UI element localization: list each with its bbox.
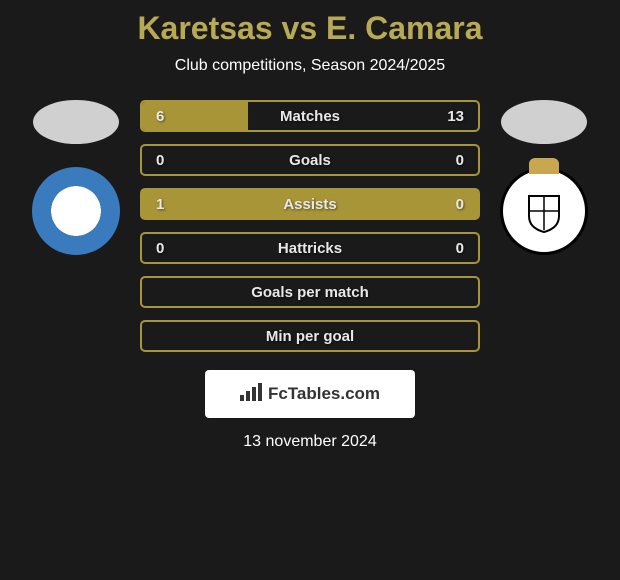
stat-label: Goals bbox=[289, 152, 331, 169]
player-right-photo bbox=[501, 100, 587, 144]
stat-label: Hattricks bbox=[278, 240, 342, 257]
stat-label: Min per goal bbox=[266, 328, 354, 345]
stat-row: 0 Hattricks 0 bbox=[140, 232, 480, 264]
stat-label: Goals per match bbox=[251, 284, 369, 301]
stats-column: 6 Matches 13 0 Goals 0 1 Assists 0 0 Hattricks 0 Goa… bbox=[140, 100, 480, 352]
stat-value-left: 0 bbox=[156, 240, 164, 257]
comparison-container: Karetsas vs E. Camara Club competitions,… bbox=[0, 0, 620, 461]
stat-row: 0 Goals 0 bbox=[140, 144, 480, 176]
club-right-shield-icon bbox=[519, 186, 569, 236]
club-badge-right bbox=[500, 167, 588, 255]
stat-row: 6 Matches 13 bbox=[140, 100, 480, 132]
page-title: Karetsas vs E. Camara bbox=[0, 10, 620, 47]
player-left-photo bbox=[33, 100, 119, 144]
stat-value-right: 0 bbox=[456, 196, 464, 213]
stat-label: Matches bbox=[280, 108, 340, 125]
stat-value-left: 0 bbox=[156, 152, 164, 169]
player-left-side: GENK bbox=[32, 100, 120, 255]
stat-row: Min per goal bbox=[140, 320, 480, 352]
stat-value-left: 1 bbox=[156, 196, 164, 213]
comparison-area: GENK 6 Matches 13 0 Goals 0 1 Assists 0 0 Hattrick… bbox=[0, 100, 620, 352]
club-left-label: GENK bbox=[62, 206, 91, 217]
player-right-side bbox=[500, 100, 588, 255]
page-subtitle: Club competitions, Season 2024/2025 bbox=[0, 57, 620, 75]
footer-logo[interactable]: FcTables.com bbox=[205, 370, 415, 418]
stat-row: 1 Assists 0 bbox=[140, 188, 480, 220]
stat-label: Assists bbox=[283, 196, 336, 213]
stat-value-right: 13 bbox=[447, 108, 464, 125]
stat-value-left: 6 bbox=[156, 108, 164, 125]
stat-row: Goals per match bbox=[140, 276, 480, 308]
footer-date: 13 november 2024 bbox=[0, 433, 620, 451]
stat-value-right: 0 bbox=[456, 240, 464, 257]
chart-icon bbox=[240, 383, 262, 406]
stat-value-right: 0 bbox=[456, 152, 464, 169]
footer-brand-text: FcTables.com bbox=[268, 384, 380, 404]
club-badge-left: GENK bbox=[32, 167, 120, 255]
